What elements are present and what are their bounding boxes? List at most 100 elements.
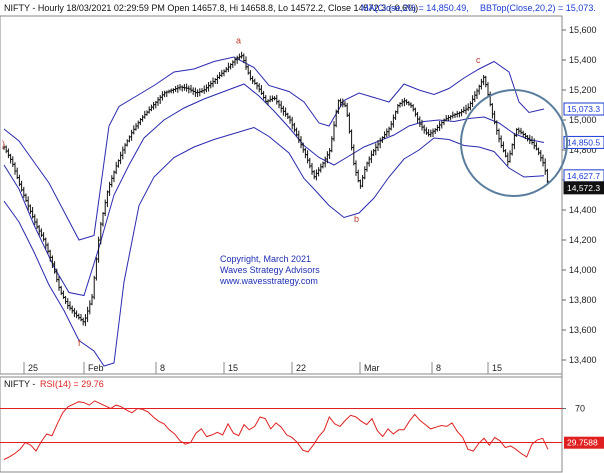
- ohlc-bar: [479, 78, 483, 90]
- copyright-block: Copyright, March 2021 Waves Strategy Adv…: [219, 254, 320, 286]
- ohlc-bar: [240, 51, 244, 59]
- ohlc-bar: [119, 151, 123, 165]
- ma-legend: MA(Close,20) = 14,850.49,: [361, 3, 469, 13]
- ohlc-bar: [429, 129, 433, 138]
- y-tick-label: 14,800: [569, 145, 597, 155]
- ohlc-bar: [299, 135, 303, 149]
- ohlc-bar: [281, 105, 285, 116]
- copyright-line-2: Waves Strategy Advisors: [220, 265, 320, 275]
- ohlc-bar: [156, 97, 160, 106]
- ohlc-bar: [506, 152, 510, 166]
- ohlc-bar: [484, 75, 488, 88]
- ohlc-bar: [130, 129, 134, 141]
- ohlc-bar: [473, 91, 477, 102]
- ohlc-bar: [105, 190, 109, 208]
- copyright-line-1: Copyright, March 2021: [220, 254, 311, 264]
- ohlc-bar: [145, 110, 149, 116]
- ohlc-bar: [440, 120, 444, 129]
- price-header: NIFTY - Hourly 18/03/2021 02:29:59 PM Op…: [4, 3, 418, 13]
- ohlc-bar: [411, 104, 415, 112]
- ohlc-bar: [413, 107, 417, 117]
- ohlc-bar: [169, 88, 173, 94]
- ohlc-bar: [72, 308, 76, 318]
- ohlc-bar: [108, 181, 112, 197]
- ohlc-bar: [114, 161, 118, 175]
- x-tick-label: 15: [228, 363, 238, 373]
- ohlc-bar: [462, 106, 466, 114]
- highlight-circle: [460, 89, 568, 197]
- ohlc-bar: [68, 301, 72, 311]
- wave-label: c: [476, 55, 481, 65]
- x-tick-label: 8: [436, 363, 441, 373]
- ohlc-bar: [64, 296, 68, 305]
- ohlc-bar: [328, 148, 332, 159]
- ohlc-bar: [70, 305, 74, 314]
- x-tick-label: Feb: [88, 363, 104, 373]
- ohlc-bar: [510, 143, 514, 156]
- ohlc-bar: [204, 84, 208, 93]
- ohlc-bar: [171, 88, 175, 94]
- ohlc-bar: [409, 102, 413, 109]
- ohlc-bar: [400, 99, 404, 107]
- ohlc-bar: [341, 98, 345, 108]
- ohlc-bar: [39, 228, 43, 238]
- ohlc-bar: [347, 112, 351, 134]
- ohlc-bar: [306, 150, 310, 164]
- ohlc-bar: [79, 313, 83, 322]
- rsi-line: [3, 400, 549, 460]
- ohlc-bar: [545, 168, 549, 184]
- ohlc-bar: [433, 128, 437, 135]
- price-label-box: [563, 102, 604, 116]
- bollinger-bands: [3, 56, 545, 367]
- ohlc-bar: [222, 69, 226, 77]
- rsi-last-value-box: [564, 436, 604, 449]
- ohlc-bar: [160, 91, 164, 101]
- ohlc-bar: [310, 162, 314, 175]
- ohlc-bar: [427, 129, 431, 137]
- ohlc-bar: [9, 153, 13, 164]
- rsi-y-tick-label: 70: [575, 404, 585, 414]
- ohlc-bar: [286, 112, 290, 120]
- ohlc-bar: [196, 89, 200, 98]
- ohlc-bar: [101, 212, 105, 227]
- ohlc-bar: [303, 148, 307, 159]
- ohlc-bar: [385, 128, 389, 138]
- ohlc-bar: [77, 313, 81, 320]
- price-label-text: 14,572.3: [567, 183, 600, 193]
- ohlc-bar: [442, 118, 446, 126]
- ma-line: [3, 83, 545, 297]
- ohlc-bar: [99, 222, 103, 245]
- ohlc-bar: [539, 149, 543, 162]
- ohlc-bar: [149, 104, 153, 112]
- x-ticks: 25 Feb 8 15 22 Mar 8 15: [23, 362, 502, 374]
- x-tick-label: Mar: [364, 363, 380, 373]
- y-tick-label: 14,200: [569, 235, 597, 245]
- ohlc-bar: [121, 146, 125, 160]
- y-tick-label: 13,400: [569, 355, 597, 365]
- y-tick-label: 13,600: [569, 325, 597, 335]
- rsi-series: 70 29.7588: [0, 400, 604, 460]
- ohlc-bar: [279, 100, 283, 113]
- ohlc-bar: [257, 83, 261, 93]
- ohlc-bar: [11, 156, 15, 167]
- ohlc-bar: [233, 57, 237, 66]
- ohlc-bar: [152, 101, 156, 110]
- ohlc-bar: [110, 175, 114, 188]
- ohlc-bar: [211, 77, 215, 88]
- ohlc-bar: [497, 128, 501, 143]
- ohlc-bar: [374, 143, 378, 156]
- ohlc-bar: [336, 99, 340, 114]
- wave-labels: ) f a b c: [2, 36, 481, 349]
- ohlc-bar: [42, 232, 46, 242]
- ohlc-bar: [4, 145, 8, 154]
- bb-top-line: [3, 56, 545, 241]
- bb-legend: BBTop(Close,20,2) = 15,073.: [480, 3, 596, 13]
- ohlc-bar: [407, 100, 411, 106]
- ohlc-bar: [176, 84, 180, 93]
- ohlc-bar: [363, 166, 367, 180]
- ohlc-bar: [361, 175, 365, 188]
- ohlc-bar: [251, 75, 255, 84]
- ohlc-bar: [163, 90, 167, 98]
- ohlc-bar: [92, 275, 96, 300]
- price-label-text: 14,850.5: [567, 137, 600, 147]
